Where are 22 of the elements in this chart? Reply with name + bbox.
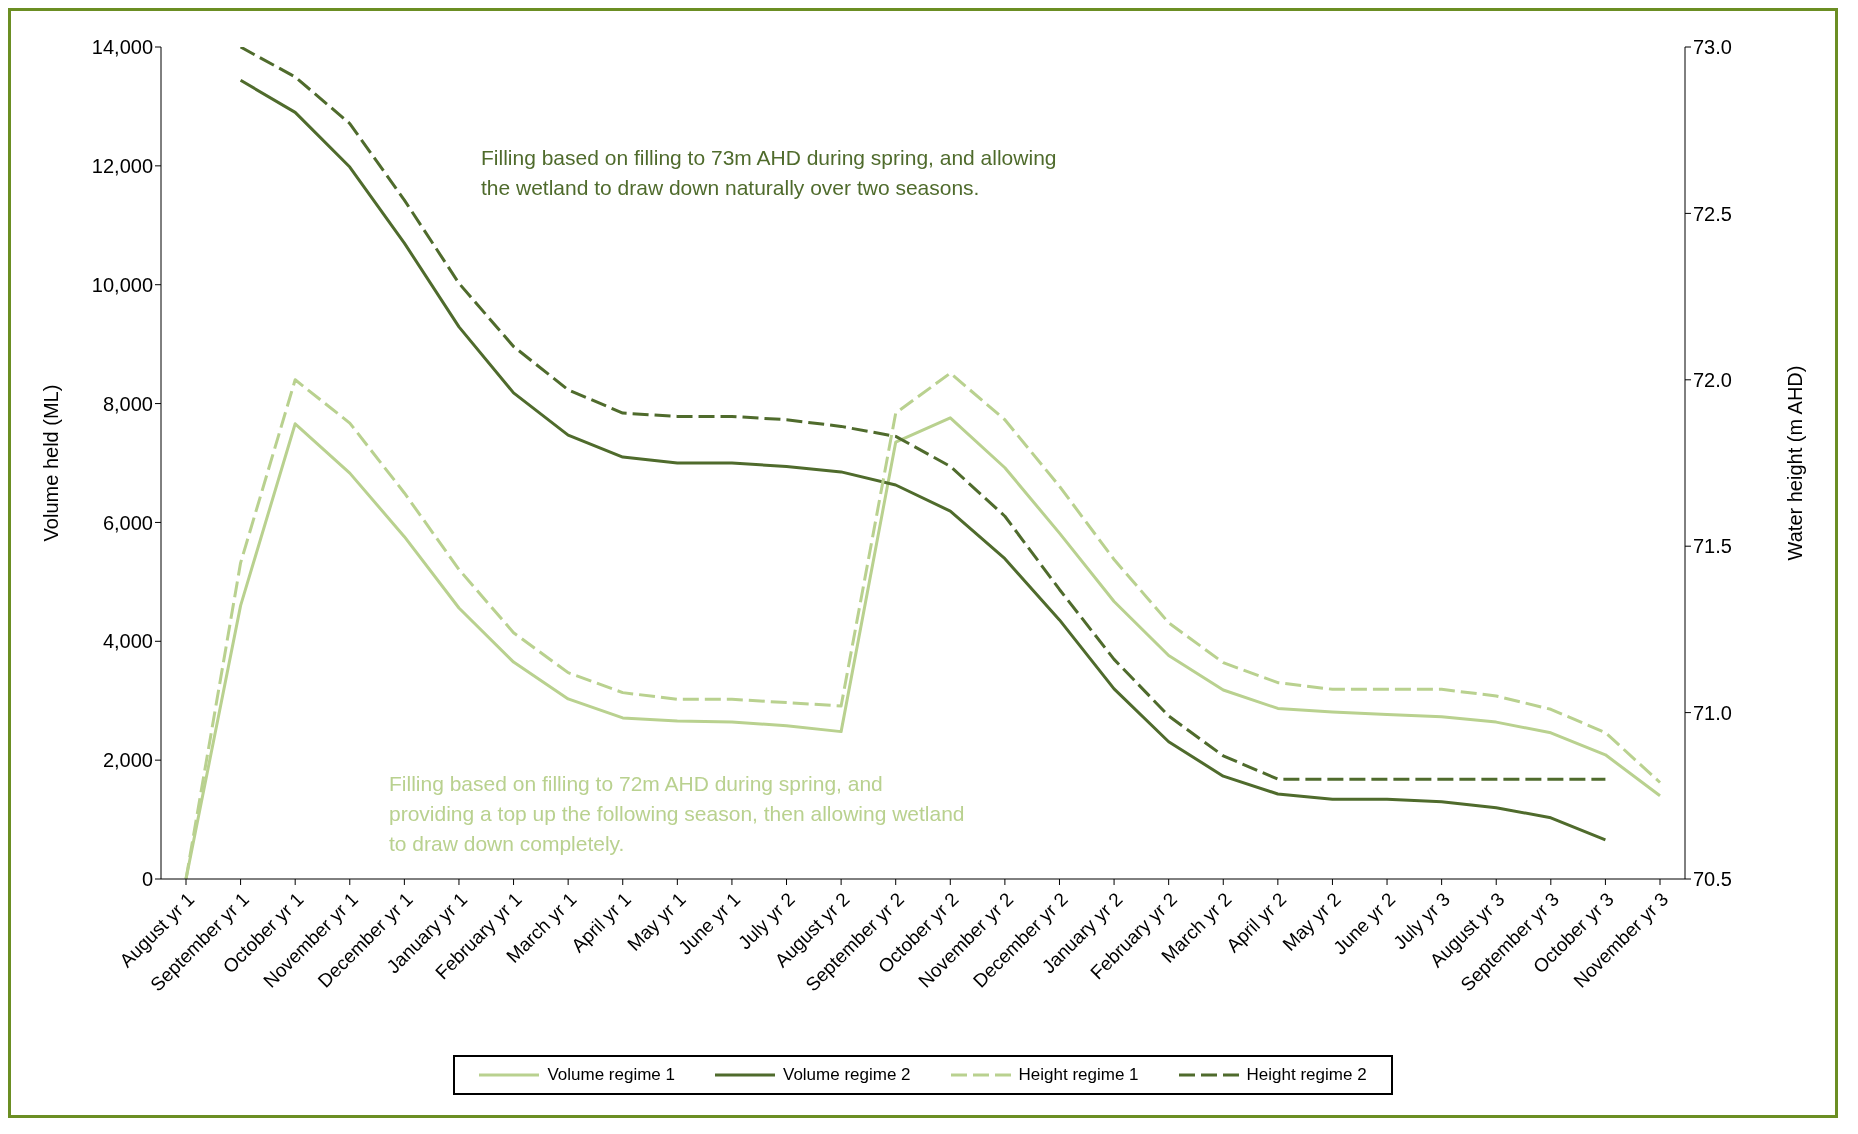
y-axis-title: Volume held (ML) — [40, 384, 63, 542]
y-tick-label: 8,000 — [102, 392, 153, 415]
y-tick-label: 0 — [141, 868, 153, 891]
y2-axis-title: Water height (m AHD) — [1784, 365, 1807, 561]
y-tick-label: 2,000 — [102, 749, 153, 772]
y2-tick-label: 73.0 — [1693, 36, 1732, 59]
y2-tick-label: 72.0 — [1693, 368, 1732, 391]
y2-tick-label: 72.5 — [1693, 202, 1732, 225]
y-tick-label: 10,000 — [91, 273, 153, 296]
y2-tick-label: 71.0 — [1693, 701, 1732, 724]
annotation: Filling based on filling to 73m AHD during spring, and allowing the wetland to draw down naturally over two seasons. — [481, 145, 1058, 201]
y-tick-label: 6,000 — [102, 511, 153, 534]
y-tick-label: 4,000 — [102, 630, 153, 653]
legend-label: Volume regime 1 — [546, 1065, 675, 1085]
y-tick-label: 14,000 — [91, 36, 153, 59]
y2-tick-label: 70.5 — [1693, 868, 1732, 891]
annotation: Filling based on filling to 72m AHD during spring, and providing a top up the following season, then allowing wetland to draw down completely. — [389, 771, 966, 857]
legend-label: Volume regime 2 — [782, 1065, 911, 1085]
y-tick-label: 12,000 — [91, 154, 153, 177]
legend-label: Height regime 1 — [1017, 1065, 1139, 1085]
y2-tick-label: 71.5 — [1693, 535, 1732, 558]
legend-label: Height regime 2 — [1245, 1065, 1367, 1085]
